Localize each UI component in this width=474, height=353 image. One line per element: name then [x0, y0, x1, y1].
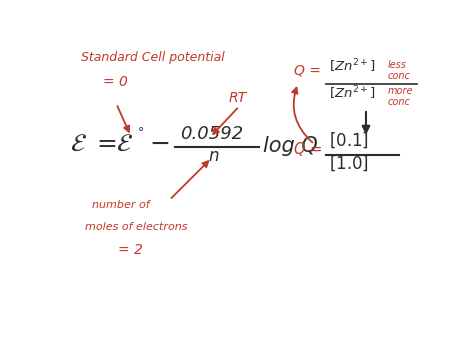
Text: n: n	[208, 146, 219, 164]
Text: $\mathcal{E}$: $\mathcal{E}$	[70, 132, 87, 156]
Text: = 0: = 0	[103, 75, 128, 89]
Text: more: more	[388, 86, 413, 96]
Text: $[Zn^{2+}]$: $[Zn^{2+}]$	[329, 57, 376, 74]
Text: log Q: log Q	[263, 137, 318, 156]
Text: conc: conc	[388, 71, 411, 81]
Text: Q =: Q =	[294, 64, 321, 78]
Text: °: °	[138, 126, 145, 139]
Text: moles of electrons: moles of electrons	[85, 222, 187, 232]
Text: Standard Cell potential: Standard Cell potential	[82, 52, 225, 64]
Text: conc: conc	[388, 97, 411, 107]
Text: number of: number of	[92, 200, 150, 210]
Text: −: −	[149, 132, 170, 156]
Text: $[0.1]$: $[0.1]$	[329, 130, 369, 150]
Text: less: less	[388, 60, 407, 70]
Text: $[Zn^{2+}]$: $[Zn^{2+}]$	[329, 84, 376, 102]
Text: Q =: Q =	[294, 142, 323, 157]
Text: 0.0592: 0.0592	[181, 125, 244, 143]
Text: $\mathcal{E}$: $\mathcal{E}$	[116, 132, 133, 156]
Text: =: =	[96, 132, 117, 156]
Text: RT: RT	[228, 91, 246, 105]
Text: $[1.0]$: $[1.0]$	[329, 154, 369, 173]
Text: = 2: = 2	[118, 243, 143, 257]
